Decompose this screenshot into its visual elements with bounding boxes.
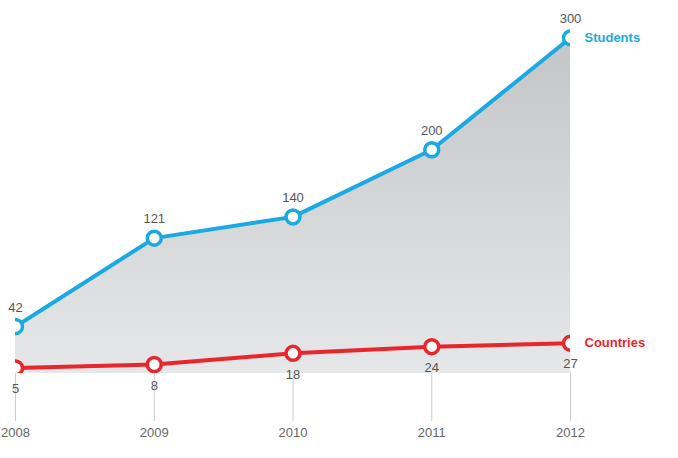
svg-text:Students: Students (585, 30, 641, 45)
svg-text:18: 18 (286, 367, 300, 382)
svg-text:2011: 2011 (418, 425, 446, 440)
svg-text:2009: 2009 (140, 425, 169, 440)
svg-text:2008: 2008 (1, 425, 30, 440)
svg-text:121: 121 (143, 211, 165, 226)
svg-text:5: 5 (12, 381, 19, 396)
svg-text:2010: 2010 (279, 425, 308, 440)
svg-text:27: 27 (563, 356, 577, 371)
svg-text:140: 140 (282, 190, 304, 205)
svg-text:200: 200 (421, 123, 443, 138)
svg-text:8: 8 (151, 378, 158, 393)
svg-text:42: 42 (8, 300, 22, 315)
svg-text:2012: 2012 (556, 425, 585, 440)
svg-text:300: 300 (560, 11, 582, 26)
svg-text:Countries: Countries (585, 335, 646, 350)
svg-text:24: 24 (425, 360, 439, 375)
